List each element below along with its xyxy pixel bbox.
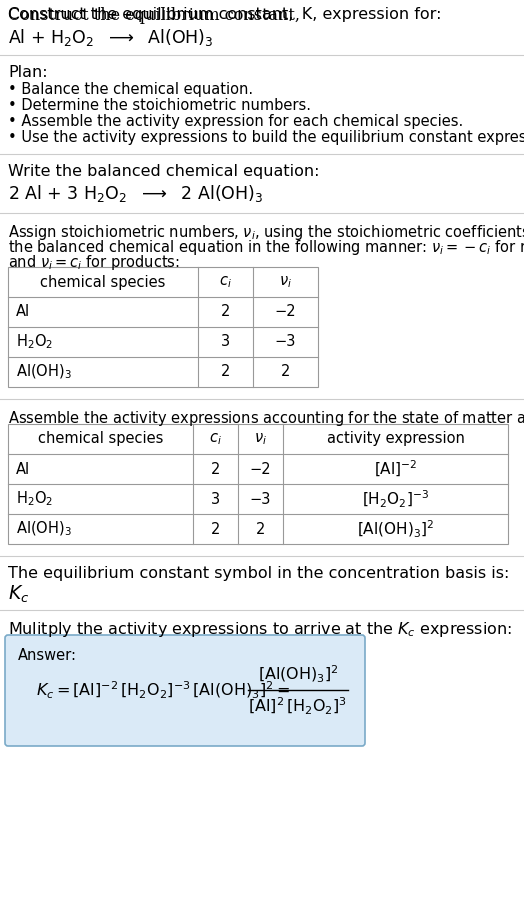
Text: Plan:: Plan: bbox=[8, 65, 48, 80]
Text: Write the balanced chemical equation:: Write the balanced chemical equation: bbox=[8, 164, 320, 179]
Text: 2: 2 bbox=[211, 461, 220, 477]
Text: −2: −2 bbox=[250, 461, 271, 477]
Text: Assign stoichiometric numbers, $\nu_i$, using the stoichiometric coefficients, $: Assign stoichiometric numbers, $\nu_i$, … bbox=[8, 223, 524, 242]
Text: H$_2$O$_2$: H$_2$O$_2$ bbox=[16, 332, 53, 351]
Text: activity expression: activity expression bbox=[326, 432, 464, 447]
Text: and $\nu_i = c_i$ for products:: and $\nu_i = c_i$ for products: bbox=[8, 253, 180, 272]
Text: $\nu_i$: $\nu_i$ bbox=[279, 274, 292, 290]
Text: • Use the activity expressions to build the equilibrium constant expression.: • Use the activity expressions to build … bbox=[8, 130, 524, 145]
Text: • Balance the chemical equation.: • Balance the chemical equation. bbox=[8, 82, 253, 97]
Text: 3: 3 bbox=[211, 492, 220, 506]
Text: • Assemble the activity expression for each chemical species.: • Assemble the activity expression for e… bbox=[8, 114, 463, 129]
Text: The equilibrium constant symbol in the concentration basis is:: The equilibrium constant symbol in the c… bbox=[8, 566, 509, 581]
Text: 2: 2 bbox=[221, 305, 230, 320]
Text: Construct the equilibrium constant,: Construct the equilibrium constant, bbox=[8, 7, 305, 24]
Text: the balanced chemical equation in the following manner: $\nu_i = -c_i$ for react: the balanced chemical equation in the fo… bbox=[8, 238, 524, 257]
Text: $\mathit{K}_c$: $\mathit{K}_c$ bbox=[8, 584, 29, 605]
Text: $\nu_i$: $\nu_i$ bbox=[254, 432, 267, 447]
Text: chemical species: chemical species bbox=[40, 275, 166, 289]
Text: 2: 2 bbox=[281, 365, 290, 379]
Text: $c_i$: $c_i$ bbox=[209, 432, 222, 447]
Text: 3: 3 bbox=[221, 334, 230, 350]
Text: Al + H$_2$O$_2$  $\longrightarrow$  Al(OH)$_3$: Al + H$_2$O$_2$ $\longrightarrow$ Al(OH)… bbox=[8, 27, 214, 48]
Text: −3: −3 bbox=[275, 334, 296, 350]
Text: Al(OH)$_3$: Al(OH)$_3$ bbox=[16, 520, 72, 538]
Text: $K_c = [\mathrm{Al}]^{-2}\,[\mathrm{H_2O_2}]^{-3}\,[\mathrm{Al(OH)_3}]^{2} =$: $K_c = [\mathrm{Al}]^{-2}\,[\mathrm{H_2O… bbox=[36, 679, 290, 701]
Text: • Determine the stoichiometric numbers.: • Determine the stoichiometric numbers. bbox=[8, 98, 311, 113]
Text: Al(OH)$_3$: Al(OH)$_3$ bbox=[16, 363, 72, 381]
Text: $[\mathrm{Al}]^{-2}$: $[\mathrm{Al}]^{-2}$ bbox=[374, 459, 417, 479]
FancyBboxPatch shape bbox=[5, 635, 365, 746]
Bar bbox=[8, 424, 508, 544]
Text: Al: Al bbox=[16, 461, 30, 477]
Text: 2: 2 bbox=[211, 522, 220, 536]
Text: chemical species: chemical species bbox=[38, 432, 163, 447]
Text: $c_i$: $c_i$ bbox=[219, 274, 232, 290]
Text: $[\mathrm{Al(OH)_3}]^2$: $[\mathrm{Al(OH)_3}]^2$ bbox=[258, 663, 339, 685]
Text: Answer:: Answer: bbox=[18, 648, 77, 663]
Text: H$_2$O$_2$: H$_2$O$_2$ bbox=[16, 489, 53, 508]
Text: Al: Al bbox=[16, 305, 30, 320]
Text: Assemble the activity expressions accounting for the state of matter and $\nu_i$: Assemble the activity expressions accoun… bbox=[8, 409, 524, 428]
Text: Construct the equilibrium constant,  K, expression for:: Construct the equilibrium constant, K, e… bbox=[8, 7, 442, 22]
Text: $[\mathrm{Al}]^2\,[\mathrm{H_2O_2}]^3$: $[\mathrm{Al}]^2\,[\mathrm{H_2O_2}]^3$ bbox=[248, 696, 347, 716]
Text: $[\mathrm{Al(OH)_3}]^{2}$: $[\mathrm{Al(OH)_3}]^{2}$ bbox=[357, 518, 434, 540]
Text: −2: −2 bbox=[275, 305, 296, 320]
Text: Mulitply the activity expressions to arrive at the $K_c$ expression:: Mulitply the activity expressions to arr… bbox=[8, 620, 512, 639]
Text: 2 Al + 3 H$_2$O$_2$  $\longrightarrow$  2 Al(OH)$_3$: 2 Al + 3 H$_2$O$_2$ $\longrightarrow$ 2 … bbox=[8, 183, 264, 204]
Text: −3: −3 bbox=[250, 492, 271, 506]
Text: 2: 2 bbox=[221, 365, 230, 379]
Text: $[\mathrm{H_2O_2}]^{-3}$: $[\mathrm{H_2O_2}]^{-3}$ bbox=[362, 488, 429, 510]
Bar bbox=[8, 267, 318, 387]
Text: 2: 2 bbox=[256, 522, 265, 536]
